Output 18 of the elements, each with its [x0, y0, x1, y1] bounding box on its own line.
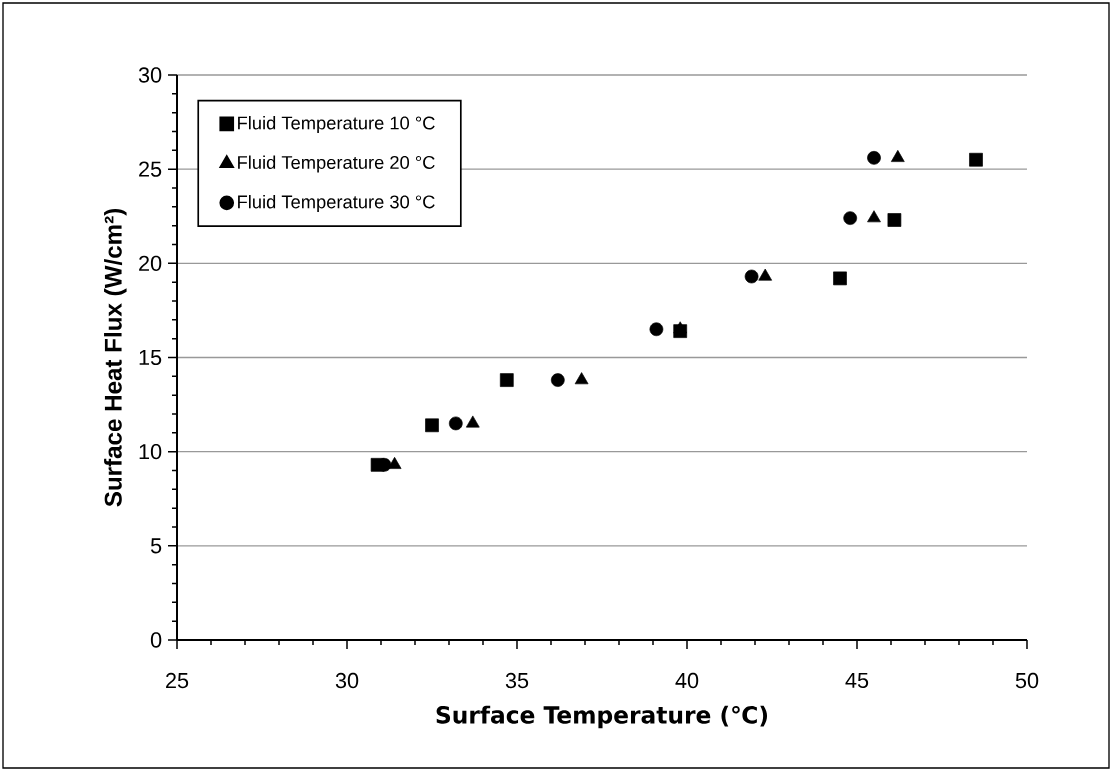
y-tick-label: 10 [139, 443, 162, 460]
y-tick-label: 0 [150, 632, 162, 648]
x-tick-label: 50 [1015, 672, 1039, 689]
y-tick-label: 25 [139, 161, 162, 177]
y-tick-label: 15 [139, 349, 162, 366]
x-tick-label: 30 [335, 672, 359, 689]
legend-label: Fluid Temperature 30 °C [238, 194, 435, 212]
legend-label: Fluid Temperature 20 °C [238, 155, 435, 173]
x-tick-label: 40 [675, 672, 699, 689]
y-axis-title: Surface Heat Flux (W/cm²) [104, 208, 127, 507]
x-tick-label: 45 [845, 672, 869, 688]
x-axis-title: Surface Temperature (℃) [436, 705, 768, 729]
y-tick-label: 30 [138, 67, 162, 83]
y-tick-label: 5 [150, 538, 162, 554]
x-tick-label: 35 [505, 672, 529, 689]
legend-label: Fluid Temperature 10 °C [238, 116, 435, 134]
y-tick-label: 20 [139, 255, 162, 271]
x-tick-label: 25 [166, 672, 189, 689]
